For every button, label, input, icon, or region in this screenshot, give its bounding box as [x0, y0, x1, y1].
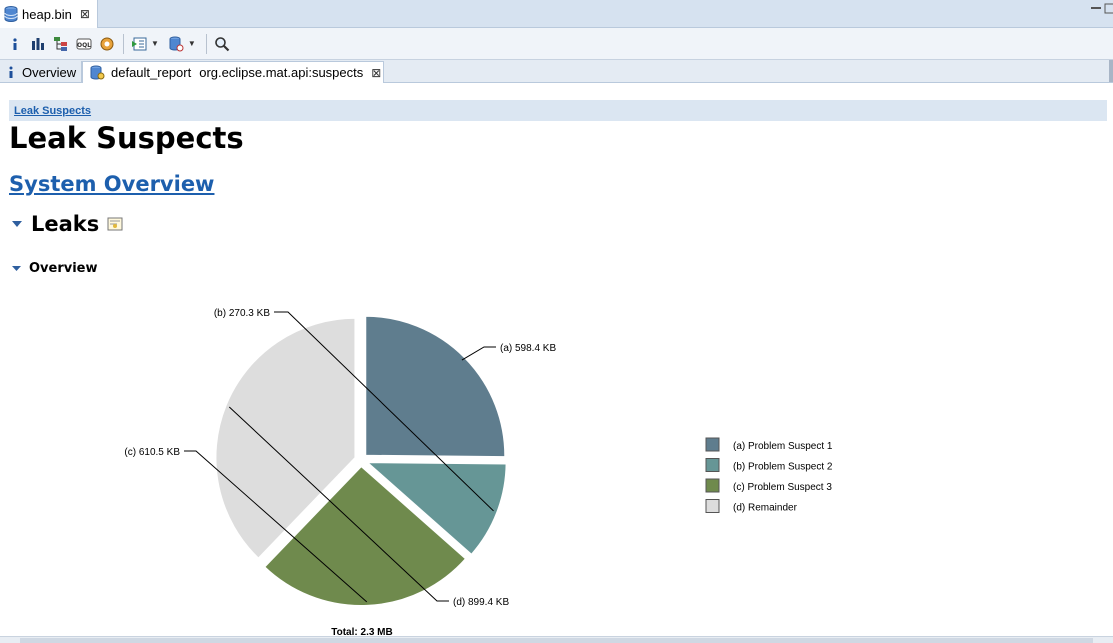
heap-dump-overview-icon[interactable]: [96, 33, 118, 55]
leaks-heading: Leaks: [31, 212, 100, 236]
editor-tab-strip: heap.bin ⊠: [0, 0, 1113, 28]
toolbar-separator: [205, 33, 207, 54]
overview-heading: Overview: [29, 261, 98, 276]
tab-default-report[interactable]: default_report org.eclipse.mat.api:suspe…: [82, 61, 384, 83]
toolbar: OQL ▼ ▼: [0, 28, 1113, 60]
legend-swatch: [705, 458, 720, 472]
legend-swatch: [705, 478, 720, 493]
report-tab-strip: Overview default_report org.eclipse.mat.…: [0, 60, 1113, 83]
pie-slice-b: [363, 461, 508, 557]
tab-overview-label: Overview: [22, 64, 77, 80]
tab-overview[interactable]: Overview: [0, 61, 82, 83]
slice-label-b: (b) 270.3 KB: [214, 308, 270, 319]
legend-label: (b) Problem Suspect 2: [733, 462, 833, 473]
legend-label: (d) Remainder: [733, 503, 798, 514]
search-icon[interactable]: [211, 33, 233, 55]
collapse-triangle-icon[interactable]: [11, 219, 23, 229]
database-icon: [4, 6, 18, 22]
close-icon[interactable]: ⊠: [371, 65, 382, 80]
leader-line: [228, 406, 449, 602]
legend-label: (c) Problem Suspect 3: [733, 482, 832, 493]
pie-slice-c: [262, 464, 468, 607]
details-icon[interactable]: [107, 217, 123, 231]
histogram-icon[interactable]: [27, 33, 49, 55]
minimize-icon[interactable]: [1089, 3, 1103, 13]
breadcrumb-link-leak-suspects[interactable]: Leak Suspects: [14, 104, 92, 117]
breadcrumb: Leak Suspects: [9, 100, 1107, 121]
leak-suspects-pie-chart: (a) 598.4 KB (b) 270.3 KB (c) 610.5 KB (d) …: [124, 308, 833, 636]
maximize-icon[interactable]: [1103, 3, 1113, 15]
slice-label-c: (c) 610.5 KB: [124, 447, 180, 458]
query-browser-icon[interactable]: [165, 33, 187, 55]
chevron-down-icon[interactable]: ▼: [187, 39, 196, 48]
tab-report-id: org.eclipse.mat.api:suspects: [199, 65, 364, 80]
legend-swatch: [705, 499, 720, 513]
pie-slice-d: [214, 316, 357, 561]
editor-tab-heap-bin[interactable]: heap.bin ⊠: [0, 0, 98, 28]
info-icon[interactable]: [4, 33, 26, 55]
info-icon: [9, 66, 13, 78]
chevron-down-icon[interactable]: ▼: [151, 39, 159, 48]
pie-slice-a: [364, 314, 507, 459]
svg-text:OQL: OQL: [77, 42, 91, 49]
tab-report-label: default_report: [111, 65, 192, 80]
horizontal-scrollbar-thumb[interactable]: [20, 638, 1093, 643]
vertical-scrollbar[interactable]: [1109, 60, 1113, 82]
close-icon[interactable]: ⊠: [79, 7, 90, 21]
slice-label-d: (d) 899.4 KB: [453, 597, 509, 608]
chart-total-label: Total: 2.3 MB: [331, 627, 392, 636]
legend-label: (a) Problem Suspect 1: [733, 441, 833, 452]
dominator-tree-icon[interactable]: [50, 33, 72, 55]
page-title: Leak Suspects: [9, 121, 244, 155]
oql-icon[interactable]: OQL: [73, 33, 95, 55]
editor-tab-label: heap.bin: [22, 6, 72, 22]
leader-line: [274, 311, 494, 512]
overview-section-header[interactable]: Overview: [11, 261, 98, 276]
legend-swatch: [705, 437, 720, 452]
system-overview-link[interactable]: System Overview: [9, 172, 215, 196]
leader-line: [184, 450, 368, 603]
run-report-icon[interactable]: [128, 33, 150, 55]
slice-label-a: (a) 598.4 KB: [500, 343, 556, 354]
collapse-triangle-icon[interactable]: [11, 264, 22, 273]
report-icon: [90, 65, 105, 79]
toolbar-separator: [123, 33, 124, 54]
leader-line: [461, 346, 496, 361]
leaks-section-header[interactable]: Leaks: [11, 212, 123, 236]
